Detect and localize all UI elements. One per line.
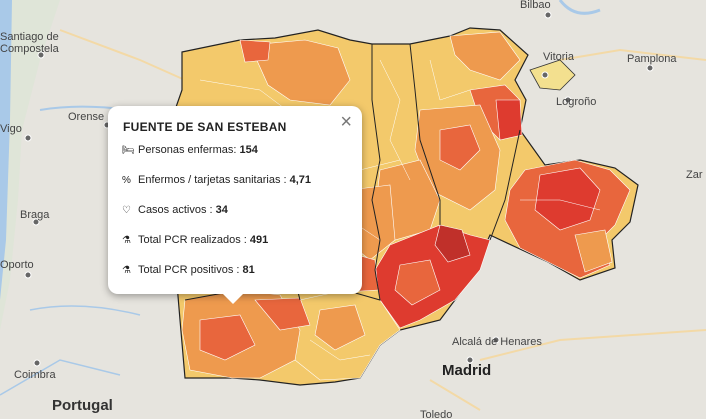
label-portugal: Portugal [52,397,113,414]
popup-title: FUENTE DE SAN ESTEBAN [123,120,287,134]
label-orense: Orense [68,111,104,123]
row-label: Personas enfermas: [138,144,240,156]
popup-tail [223,294,243,304]
label-vigo: Vigo [0,123,22,135]
info-popup: × FUENTE DE SAN ESTEBAN 🛏 Personas enferm… [108,106,362,304]
heartbeat-icon: ♡ [122,205,131,216]
label-pamplona: Pamplona [627,53,677,65]
row-label: Total PCR positivos : [138,264,243,276]
label-alcala: Alcalá de Henares [452,336,542,348]
flask-icon: ⚗ [122,265,131,276]
label-zaragoza: Zar [686,169,703,181]
row-casos-activos: ♡ Casos activos : 34 [122,204,228,216]
row-pcr-realizados: ⚗ Total PCR realizados : 491 [122,234,268,246]
close-icon[interactable]: × [340,111,352,133]
label-bilbao: Bilbao [520,0,551,11]
row-label: Total PCR realizados : [138,234,250,246]
row-enfermos-tarjetas: % Enfermos / tarjetas sanitarias : 4,71 [122,174,311,186]
label-madrid: Madrid [442,362,491,379]
row-personas-enfermas: 🛏 Personas enfermas: 154 [122,144,258,156]
label-coimbra: Coimbra [14,369,56,381]
label-toledo: Toledo [420,409,452,419]
row-value: 154 [239,144,258,156]
bed-icon: 🛏 [122,145,135,156]
row-value: 34 [215,204,228,216]
row-label: Casos activos : [138,204,216,216]
row-value: 81 [242,264,255,276]
row-pcr-positivos: ⚗ Total PCR positivos : 81 [122,264,255,276]
flask-icon: ⚗ [122,235,131,246]
percent-icon: % [122,175,131,186]
label-santiago-2: Compostela [0,43,60,55]
label-porto: Oporto [0,259,34,271]
label-logrono: Logroño [556,96,596,108]
label-braga: Braga [20,209,50,221]
label-santiago-1: Santiago de [0,31,59,43]
row-label: Enfermos / tarjetas sanitarias : [138,174,290,186]
row-value: 4,71 [289,174,312,186]
row-value: 491 [249,234,269,246]
label-vitoria: Vitoria [543,51,575,63]
